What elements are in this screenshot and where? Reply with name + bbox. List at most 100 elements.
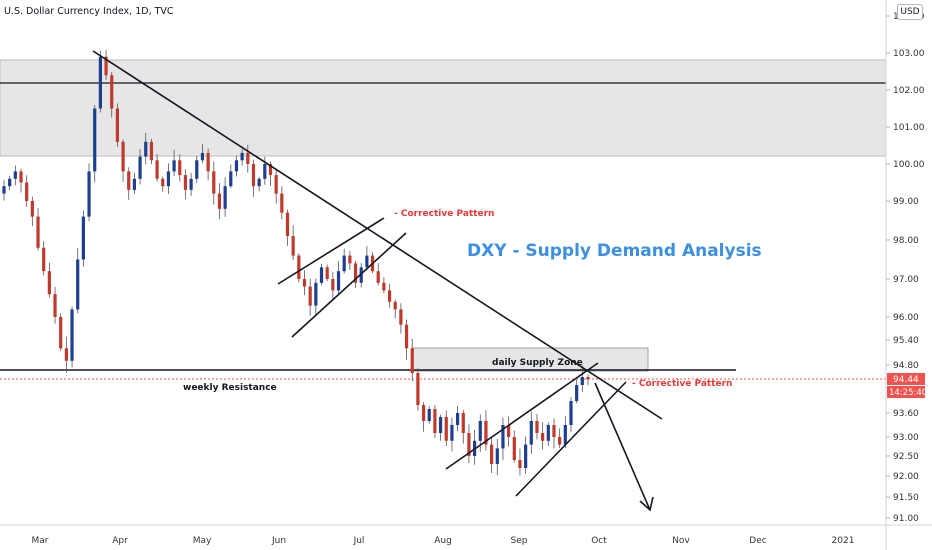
x-tick-label: Mar [32,536,49,546]
candle-body [348,255,352,264]
candle-body [297,255,301,279]
candle-body [42,247,46,272]
x-tick-label: Apr [112,536,128,546]
candle-body [280,193,284,213]
candle-body [19,171,23,183]
projection-arrowhead [639,496,654,512]
candle-body [393,301,397,310]
candle-body [382,282,386,291]
candle-body [461,413,465,433]
y-tick-label: 92.00 [893,472,919,482]
candle-body [149,141,154,161]
candle-body [535,421,539,433]
candles-group [2,49,590,476]
candle-body [98,56,102,109]
currency-button[interactable]: USD [897,4,923,20]
candle-body [144,141,148,157]
time-axis[interactable]: Mar Apr May Jun Jul Aug Sep Oct Nov Dec 2021 [32,536,855,546]
candle-body [518,460,522,468]
daily-supply-zone-label: daily Supply Zone [492,358,583,368]
candle-body [353,263,358,283]
candle-body [365,255,369,268]
y-tick-label: 100.00 [893,160,925,170]
candle-body [541,433,545,441]
y-tick-label: 103.00 [893,49,925,59]
candle-body [30,201,34,217]
y-tick-label: 91.00 [893,514,919,524]
candle-body [291,236,295,256]
y-tick-label: 91.50 [893,493,919,503]
candle-body [507,425,511,437]
x-tick-label: Jun [271,536,286,546]
candle-body [166,171,171,187]
candle-body [575,385,579,401]
candle-body [558,437,562,445]
candle-body [416,373,420,405]
candle-body [178,160,182,176]
candle-body [155,160,159,179]
candle-body [223,186,227,209]
y-tick-label: 94.80 [893,361,919,371]
y-tick-label: 93.60 [893,409,919,419]
candle-body [2,186,6,194]
wedge1-lower-line [291,232,407,338]
candle-body [314,282,318,306]
candle-body [450,425,454,441]
candle-body [93,108,97,172]
candle-body [484,421,488,445]
candle-body [427,409,431,421]
candle-body [302,279,307,287]
candle-body [410,348,414,373]
candle-body [490,444,494,464]
candle-body [376,271,380,283]
candle-body [206,152,210,172]
candle-body [359,267,363,283]
candle-body [268,164,273,176]
y-tick-label: 98.00 [893,236,919,246]
candle-body [189,178,193,190]
candle-body [132,178,137,190]
candle-body [195,160,199,179]
x-tick-label: Sep [511,536,528,546]
x-tick-label: Oct [591,536,607,546]
candle-body [478,421,482,441]
candle-body [331,279,335,291]
last-price-value: 94.44 [893,375,919,385]
candle-body [274,175,278,194]
main-title-annotation: DXY - Supply Demand Analysis [467,241,762,261]
candle-body [104,56,108,76]
candle-body [336,271,341,291]
candle-body [563,425,567,445]
weekly-resistance-label: weekly Resistance [183,383,277,393]
candle-body [217,193,222,209]
candle-body [81,216,85,260]
y-tick-label: 93.00 [893,433,919,443]
candle-body [569,401,573,425]
corrective-pattern-label-1: - Corrective Pattern [394,209,494,219]
candle-body [444,417,448,441]
candle-body [87,171,91,217]
price-axis[interactable]: 104.00103.00102.00101.00100.0099.0098.00… [886,12,925,524]
candle-body [127,171,131,190]
candle-body [512,437,516,460]
candle-body [64,348,68,361]
candle-body [438,417,443,433]
candle-body [183,175,188,190]
candle-body [110,75,114,109]
x-tick-label: Jul [353,536,365,546]
wedge2-upper-line [445,362,599,470]
candle-body [399,309,403,325]
candle-body [586,377,590,380]
candle-body [257,178,261,187]
candle-body [319,267,324,283]
y-tick-label: 96.00 [893,313,919,323]
candle-body [13,171,17,179]
candle-body [308,286,312,306]
candle-body [546,425,550,441]
candle-body [455,413,460,425]
candle-body [387,290,392,302]
candle-body [325,267,329,279]
candle-body [47,271,51,295]
candle-body [285,212,290,237]
